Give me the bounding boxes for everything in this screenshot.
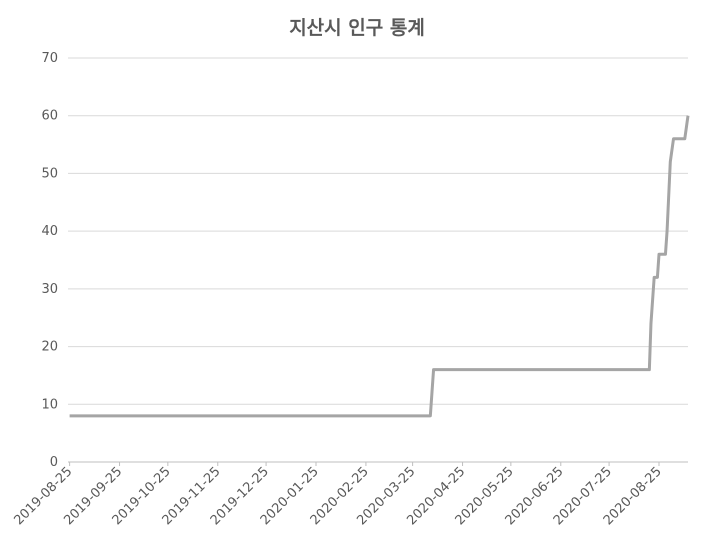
- y-tick-label: 20: [41, 340, 58, 355]
- y-tick-label: 0: [50, 455, 58, 470]
- y-tick-label: 50: [41, 166, 58, 181]
- y-tick-label: 40: [41, 224, 58, 239]
- chart-title: 지산시 인구 통계: [289, 17, 425, 39]
- y-tick-label: 30: [41, 282, 58, 297]
- y-tick-label: 10: [41, 397, 58, 412]
- y-tick-label: 60: [41, 109, 58, 124]
- y-tick-label: 70: [41, 51, 58, 66]
- data-line: [69, 115, 690, 418]
